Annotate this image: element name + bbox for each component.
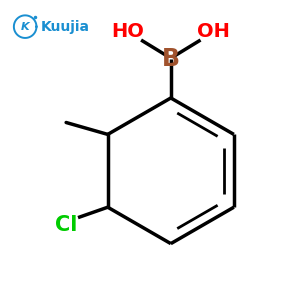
Text: B: B <box>162 47 180 71</box>
Text: Kuujia: Kuujia <box>41 20 90 34</box>
Text: OH: OH <box>197 22 230 40</box>
Text: K: K <box>21 22 29 32</box>
Text: Cl: Cl <box>55 215 77 235</box>
Text: HO: HO <box>111 22 144 40</box>
